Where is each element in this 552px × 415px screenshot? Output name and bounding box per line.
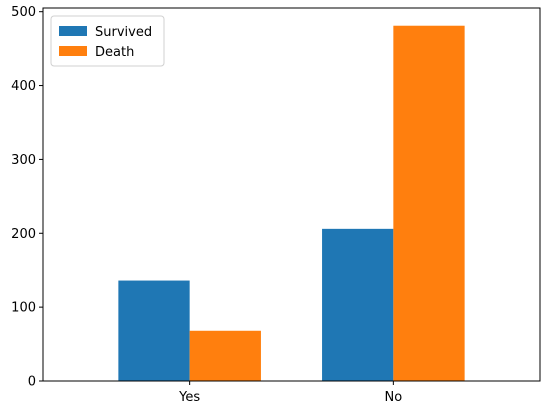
legend: Survived Death <box>50 15 165 67</box>
bar-death-yes <box>189 330 261 381</box>
bar-survived-no <box>322 228 394 381</box>
bar-death-no <box>393 25 465 381</box>
y-axis: 0 100 200 300 400 500 <box>11 5 43 390</box>
y-tick-label: 100 <box>11 301 36 316</box>
legend-label-death: Death <box>95 45 134 60</box>
y-tick-label: 0 <box>28 375 36 390</box>
x-tick-label: Yes <box>178 390 200 405</box>
y-tick-label: 500 <box>11 5 36 20</box>
y-tick-label: 400 <box>11 79 36 94</box>
y-tick-label: 200 <box>11 227 36 242</box>
bars-group <box>118 25 465 381</box>
bar-survived-yes <box>118 280 190 381</box>
y-tick-label: 300 <box>11 153 36 168</box>
legend-label-survived: Survived <box>95 25 152 40</box>
legend-swatch-death <box>59 46 87 56</box>
x-tick-label: No <box>385 390 403 405</box>
x-axis: Yes No <box>178 381 402 405</box>
plot-frame <box>42 7 541 382</box>
legend-swatch-survived <box>59 26 87 36</box>
